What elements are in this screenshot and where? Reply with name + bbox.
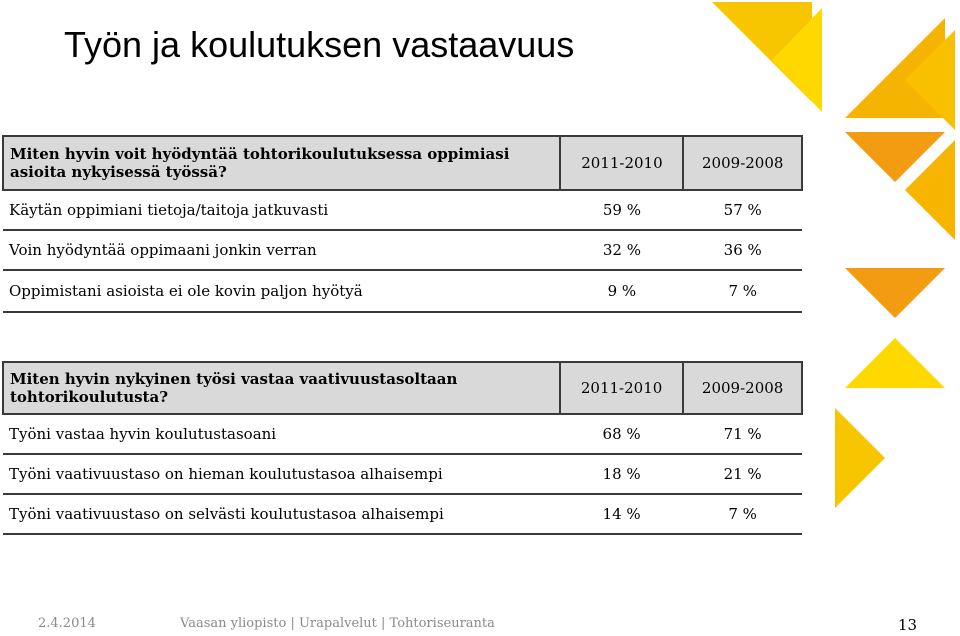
cell: 7 % [683,269,802,313]
cell: Työni vastaa hyvin koulutustasoani [3,413,560,455]
row: Työni vaativuustaso on hieman koulutusta… [3,453,802,495]
triangle [835,408,885,508]
triangle [845,338,945,388]
cell: Voin hyödyntää oppimaani jonkin verran [3,229,561,271]
row: Oppimistani asioista ei ole kovin paljon… [3,269,802,313]
cell: 2011-2010 [559,135,685,191]
cell: 36 % [683,229,802,271]
row: Voin hyödyntää oppimaani jonkin verran 32… [3,229,802,271]
header-row: Miten hyvin voit hyödyntää tohtorikoulut… [1,135,803,191]
row: Käytän oppimiani tietoja/taitoja jatkuva… [3,189,802,231]
header-row: Miten hyvin nykyinen työsi vastaa vaativ… [2,361,803,415]
footer-date: 2.4.2014 [38,616,96,631]
cell: 2009-2008 [682,135,803,191]
triangle [845,268,945,318]
cell: 68 % [559,413,684,455]
triangle [712,2,812,102]
cell: Työni vaativuustaso on selvästi koulutus… [3,493,560,535]
cell: 32 % [560,229,684,271]
cell: Miten hyvin voit hyödyntää tohtorikoulut… [1,135,562,191]
cell: Oppimistani asioista ei ole kovin paljon… [3,269,561,313]
table: Miten hyvin nykyinen työsi vastaa vaativ… [2,361,803,535]
page-number: 13 [898,616,918,634]
cell: 21 % [683,453,802,495]
cell: 7 % [683,493,802,535]
cell: 2011-2010 [558,361,685,415]
triangle [905,30,955,130]
row: Työni vaativuustaso on selvästi koulutus… [3,493,802,535]
cell: 14 % [559,493,684,535]
cell: Miten hyvin nykyinen työsi vastaa vaativ… [2,361,561,415]
cell: 59 % [560,189,684,231]
cell: 18 % [559,453,684,495]
slide-title: Työn ja koulutuksen vastaavuus [64,24,575,65]
row: Työni vastaa hyvin koulutustasoani 68 % 71… [3,413,802,455]
triangle [905,140,955,240]
triangle [772,8,822,112]
cell: 9 % [560,269,684,313]
cell: Käytän oppimiani tietoja/taitoja jatkuva… [3,189,561,231]
triangle [845,132,945,182]
cell: Työni vaativuustaso on hieman koulutusta… [3,453,560,495]
table: Miten hyvin voit hyödyntää tohtorikoulut… [1,135,803,313]
cell: 71 % [683,413,802,455]
cell: 57 % [683,189,802,231]
footer-source: Vaasan yliopisto | Urapalvelut | Tohtori… [180,616,495,631]
cell: 2009-2008 [682,361,803,415]
